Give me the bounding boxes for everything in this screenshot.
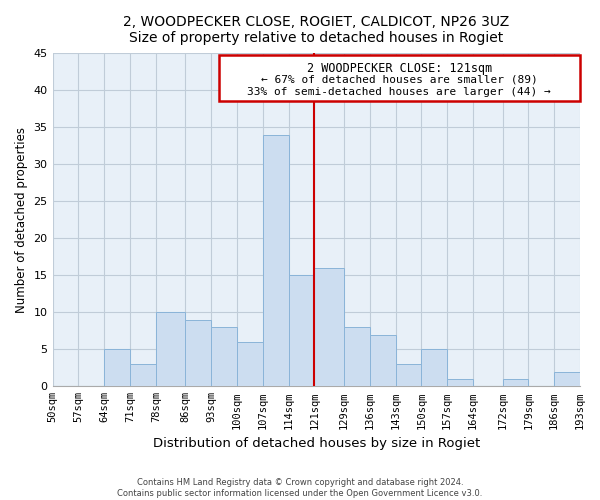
Y-axis label: Number of detached properties: Number of detached properties (15, 127, 28, 313)
Text: 33% of semi-detached houses are larger (44) →: 33% of semi-detached houses are larger (… (247, 86, 551, 97)
Bar (237, 342, 263, 386)
Bar (211, 327, 237, 386)
Bar (554, 372, 580, 386)
Bar (130, 364, 156, 386)
Bar (314, 268, 344, 386)
Text: 2 WOODPECKER CLOSE: 121sqm: 2 WOODPECKER CLOSE: 121sqm (307, 62, 492, 75)
Bar (503, 379, 529, 386)
Text: Contains HM Land Registry data © Crown copyright and database right 2024.
Contai: Contains HM Land Registry data © Crown c… (118, 478, 482, 498)
Bar (370, 334, 395, 386)
Text: ← 67% of detached houses are smaller (89): ← 67% of detached houses are smaller (89… (261, 74, 538, 84)
Bar (395, 364, 421, 386)
Bar (421, 350, 447, 387)
Bar (447, 379, 473, 386)
Bar (185, 320, 211, 386)
Bar (104, 350, 130, 387)
X-axis label: Distribution of detached houses by size in Rogiet: Distribution of detached houses by size … (152, 437, 480, 450)
Bar (344, 327, 370, 386)
Bar (156, 312, 185, 386)
Bar (289, 276, 314, 386)
Title: 2, WOODPECKER CLOSE, ROGIET, CALDICOT, NP26 3UZ
Size of property relative to det: 2, WOODPECKER CLOSE, ROGIET, CALDICOT, N… (123, 15, 509, 45)
Bar (263, 134, 289, 386)
FancyBboxPatch shape (218, 55, 580, 102)
